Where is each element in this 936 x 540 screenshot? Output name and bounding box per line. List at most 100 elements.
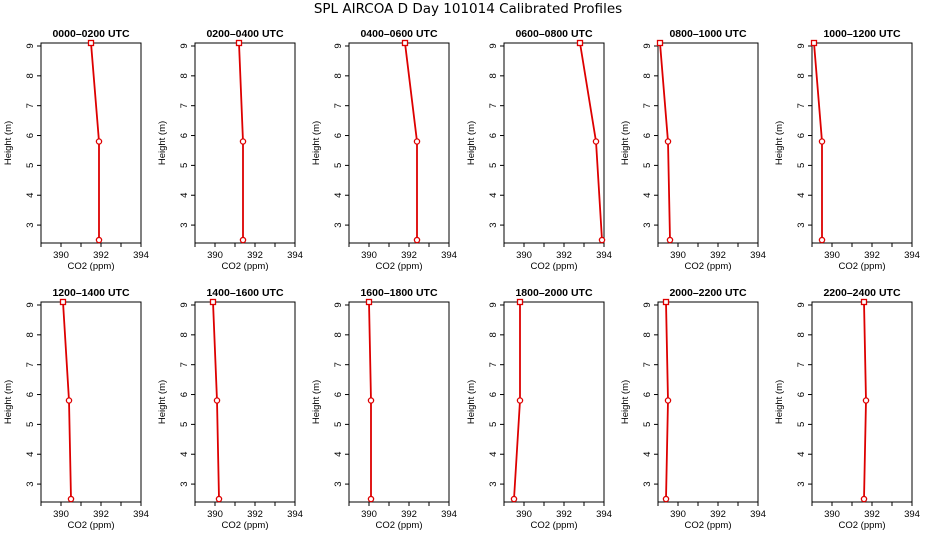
y-tick-label: 9 [642, 43, 653, 48]
y-tick-label: 7 [642, 103, 653, 108]
y-tick-label: 8 [25, 73, 36, 78]
plot-frame [348, 42, 450, 244]
data-point [598, 236, 606, 244]
y-tick-label: 6 [179, 392, 190, 397]
y-tick-label: 8 [179, 73, 190, 78]
x-tick-label: 390 [53, 509, 69, 520]
data-point [860, 495, 868, 503]
x-tick-label: 390 [670, 250, 686, 261]
x-tick-label: 392 [401, 250, 417, 261]
data-point-top [810, 39, 818, 47]
y-tick-label: 6 [642, 133, 653, 138]
data-point [664, 138, 672, 145]
x-tick-label: 392 [93, 509, 109, 520]
plot-frame [40, 301, 142, 503]
y-tick-label: 3 [333, 222, 344, 227]
x-tick-label: 390 [207, 509, 223, 520]
y-tick-label: 3 [642, 222, 653, 227]
data-point [662, 495, 670, 503]
x-tick-label: 394 [904, 509, 920, 520]
profile-panel: 0000–0200 UTC 390 392 394 3 4 5 6 7 8 9 CO2 (ppm) He… [3, 28, 149, 272]
x-axis-label: CO2 (ppm) [839, 520, 886, 531]
x-tick-label: 390 [516, 509, 532, 520]
x-tick-label: 392 [556, 250, 572, 261]
x-tick-label: 392 [864, 509, 880, 520]
y-tick-label: 3 [488, 222, 499, 227]
x-tick-label: 394 [441, 509, 457, 520]
y-tick-label: 9 [333, 43, 344, 48]
y-tick-label: 5 [488, 422, 499, 427]
y-axis-label: Height (m) [311, 380, 322, 424]
data-point-top [59, 298, 67, 306]
x-tick-label: 392 [247, 509, 263, 520]
y-tick-label: 4 [488, 452, 499, 457]
panel-title: 1000–1200 UTC [823, 28, 900, 40]
y-tick-label: 5 [642, 163, 653, 168]
x-tick-label: 394 [750, 509, 766, 520]
plot-frame [503, 42, 605, 244]
panel-title: 1400–1600 UTC [206, 287, 283, 299]
x-axis-label: CO2 (ppm) [376, 520, 423, 531]
y-tick-label: 5 [333, 422, 344, 427]
y-tick-label: 5 [796, 163, 807, 168]
y-tick-label: 5 [642, 422, 653, 427]
y-tick-label: 8 [333, 73, 344, 78]
x-tick-label: 394 [750, 250, 766, 261]
y-tick-label: 6 [796, 133, 807, 138]
y-tick-label: 7 [333, 103, 344, 108]
y-tick-label: 7 [488, 362, 499, 367]
data-point [413, 236, 421, 244]
x-axis-label: CO2 (ppm) [376, 261, 423, 272]
data-point [862, 397, 870, 404]
x-tick-label: 394 [287, 250, 303, 261]
panel-title: 2000–2200 UTC [669, 287, 746, 299]
data-point [239, 138, 247, 145]
y-tick-label: 4 [333, 193, 344, 198]
y-tick-label: 8 [796, 73, 807, 78]
y-tick-label: 6 [488, 133, 499, 138]
y-axis-label: Height (m) [774, 121, 785, 165]
y-tick-label: 6 [179, 133, 190, 138]
profile-panel: 0600–0800 UTC 390 392 394 3 4 5 6 7 8 9 CO2 (ppm) He… [466, 28, 612, 272]
y-axis-label: Height (m) [157, 121, 168, 165]
data-point-top [365, 298, 373, 306]
x-tick-label: 392 [93, 250, 109, 261]
x-tick-label: 392 [401, 509, 417, 520]
y-axis-label: Height (m) [620, 380, 631, 424]
data-point [95, 138, 103, 145]
panel-title: 1200–1400 UTC [52, 287, 129, 299]
x-tick-label: 390 [824, 509, 840, 520]
data-point-top [662, 298, 670, 306]
profile-panel: 1200–1400 UTC 390 392 394 3 4 5 6 7 8 9 CO2 (ppm) He… [3, 287, 149, 531]
y-tick-label: 4 [179, 452, 190, 457]
profile-panel: 0200–0400 UTC 390 392 394 3 4 5 6 7 8 9 CO2 (ppm) He… [157, 28, 303, 272]
panel-title: 1800–2000 UTC [515, 287, 592, 299]
panel-title: 0600–0800 UTC [515, 28, 592, 40]
data-point [510, 495, 518, 503]
data-point [95, 236, 103, 244]
y-axis-label: Height (m) [157, 380, 168, 424]
data-point-top [209, 298, 217, 306]
y-tick-label: 8 [25, 332, 36, 337]
y-tick-label: 3 [796, 481, 807, 486]
data-point [592, 138, 600, 145]
data-point [666, 236, 674, 244]
x-axis-label: CO2 (ppm) [68, 261, 115, 272]
y-tick-label: 6 [488, 392, 499, 397]
y-axis-label: Height (m) [3, 121, 14, 165]
y-axis-label: Height (m) [620, 121, 631, 165]
y-tick-label: 9 [488, 302, 499, 307]
y-tick-label: 3 [25, 481, 36, 486]
y-tick-label: 3 [179, 481, 190, 486]
plot-frame [348, 301, 450, 503]
y-tick-label: 8 [642, 332, 653, 337]
data-point [367, 397, 375, 404]
x-tick-label: 392 [556, 509, 572, 520]
data-point-top [860, 298, 868, 306]
data-point [215, 495, 223, 503]
y-tick-label: 9 [179, 302, 190, 307]
panel-title: 0000–0200 UTC [52, 28, 129, 40]
x-tick-label: 390 [53, 250, 69, 261]
y-tick-label: 5 [488, 163, 499, 168]
y-tick-label: 4 [642, 452, 653, 457]
